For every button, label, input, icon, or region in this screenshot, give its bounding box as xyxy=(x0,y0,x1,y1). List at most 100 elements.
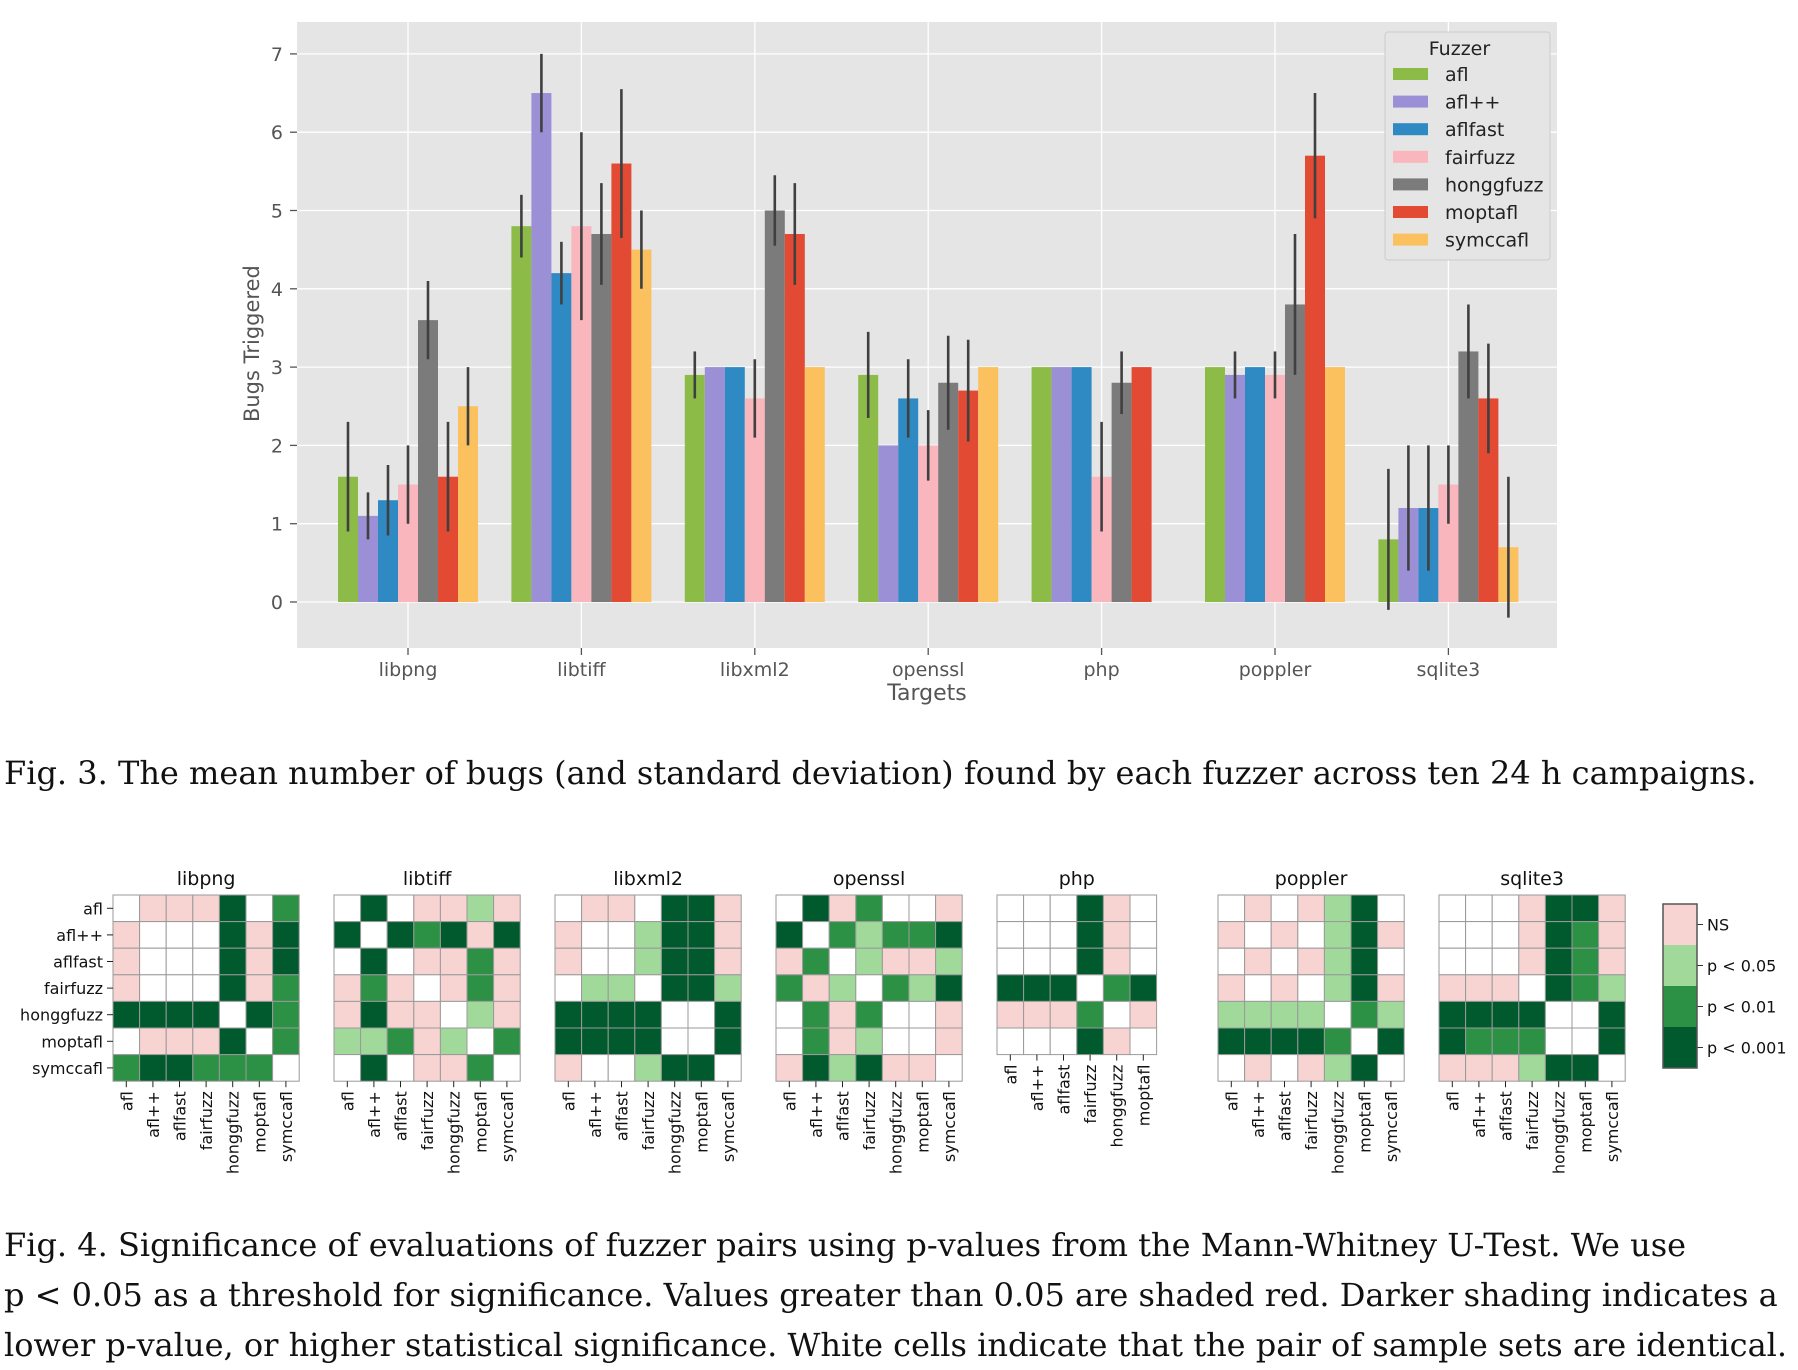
heatmap-cell xyxy=(272,894,300,923)
heatmap-cell xyxy=(908,1000,937,1029)
heatmap-cell xyxy=(1438,1000,1467,1029)
heatmap-cell xyxy=(828,947,857,976)
col-label: fairfuzz xyxy=(418,1091,437,1150)
heatmap-cell xyxy=(1491,947,1520,976)
heatmap-cell xyxy=(1076,894,1104,923)
heatmap-cell xyxy=(660,894,689,923)
heatmap-cell xyxy=(1377,1054,1405,1082)
colorbar-segment-1 xyxy=(1663,904,1697,945)
col-label: aflfast xyxy=(613,1091,632,1141)
heatmap-cell xyxy=(1491,1027,1520,1056)
legend-swatch-fairfuzz xyxy=(1393,150,1428,163)
bar-afl++-libxml2 xyxy=(704,367,725,602)
heatmap-cell xyxy=(607,1027,636,1056)
heatmap-cell xyxy=(1323,1054,1352,1082)
heatmap-cell xyxy=(1323,947,1352,976)
heatmap-cell xyxy=(466,894,495,923)
heatmap-cell xyxy=(1023,1000,1051,1029)
colorbar-border xyxy=(1662,903,1698,1069)
heatmap-cell xyxy=(165,1000,194,1029)
heatmap-cell xyxy=(775,1000,804,1029)
heatmap-cell xyxy=(828,1054,857,1082)
heatmap-cell xyxy=(1129,947,1158,976)
col-label: symccafl xyxy=(719,1091,738,1162)
heatmap-cell xyxy=(855,1000,883,1029)
bar-afl-poppler xyxy=(1205,367,1225,602)
bar-afl-php xyxy=(1031,367,1052,602)
bar-fairfuzz-libxml2 xyxy=(744,398,765,602)
heatmap-cell xyxy=(1465,1054,1493,1082)
heatmap-cell xyxy=(1377,1000,1405,1029)
heatmap-cell xyxy=(1076,1000,1104,1029)
heatmap-cell xyxy=(192,1000,220,1029)
col-label: aflfast xyxy=(392,1091,411,1141)
heatmap-cell xyxy=(413,921,441,949)
heatmap-cell xyxy=(828,894,857,923)
heatmap-cell xyxy=(1049,1027,1078,1056)
heatmap-cell xyxy=(333,921,362,949)
heatmap-cell xyxy=(493,894,521,923)
col-label: moptafl xyxy=(471,1091,490,1153)
heatmap-cell xyxy=(1297,1000,1325,1029)
heatmap-cell xyxy=(996,921,1025,949)
legend-label-aflfast: aflfast xyxy=(1445,119,1504,141)
bar-afl++-php xyxy=(1051,367,1072,602)
heatmap-cell xyxy=(112,974,141,1002)
heatmap-cell xyxy=(1217,1054,1246,1082)
col-label: symccafl xyxy=(940,1091,959,1162)
row-label: aflfast xyxy=(53,953,103,972)
heatmap-cell xyxy=(360,947,388,976)
legend-label-symccafl: symccafl xyxy=(1445,230,1529,252)
heatmap-cell xyxy=(439,1027,468,1056)
colorbar-segment-2 xyxy=(1663,945,1697,986)
heatmap-cell xyxy=(1129,1000,1158,1029)
heatmap-cell xyxy=(1518,1027,1546,1056)
bar-symccafl-openssl xyxy=(978,367,999,602)
heatmap-cell xyxy=(908,1054,937,1082)
heatmap-cell xyxy=(1049,974,1078,1002)
heatmap-cell xyxy=(493,1000,521,1029)
heatmap-cell xyxy=(714,1054,742,1082)
heatmap-cell xyxy=(660,947,689,976)
heatmap-cell xyxy=(1129,1027,1158,1056)
heatmap-cell xyxy=(493,974,521,1002)
col-label: afl xyxy=(780,1091,799,1111)
heatmap-cell xyxy=(996,894,1025,923)
heatmap-cell xyxy=(581,974,609,1002)
bar-aflfast-php xyxy=(1071,367,1092,602)
bar-symccafl-poppler xyxy=(1325,367,1345,602)
heatmap-cell xyxy=(1438,1027,1467,1056)
heatmap-cell xyxy=(1438,974,1467,1002)
heatmap-cell xyxy=(139,921,167,949)
heatmap-cell xyxy=(855,974,883,1002)
heatmap-cell xyxy=(881,947,910,976)
col-label: honggfuzz xyxy=(224,1091,243,1174)
heatmap-cell xyxy=(660,1000,689,1029)
bar-afl-libxml2 xyxy=(684,374,705,602)
heatmap-cell xyxy=(881,894,910,923)
figure-4-caption-line-1: Fig. 4. Significance of evaluations of f… xyxy=(4,1226,1687,1264)
heatmap-cell xyxy=(1297,921,1325,949)
heatmap-cell xyxy=(1270,1054,1299,1082)
col-label: afl xyxy=(338,1091,357,1111)
heatmap-cell xyxy=(1244,894,1272,923)
heatmap-cell xyxy=(581,1054,609,1082)
heatmap-cell xyxy=(1491,921,1520,949)
heatmap-cell xyxy=(908,974,937,1002)
heatmap-libtiff: libtiff afl afl++ aflfast fairfuzz honggfuzz m… xyxy=(333,868,521,1174)
heatmap-cell xyxy=(881,921,910,949)
heatmap-cell xyxy=(1049,947,1078,976)
heatmap-cell xyxy=(1270,974,1299,1002)
heatmap-cell xyxy=(1217,1027,1246,1056)
heatmap-title: libpng xyxy=(177,868,236,890)
legend-swatch-afl xyxy=(1393,68,1428,80)
heatmap-cell xyxy=(1350,1000,1379,1029)
bar-honggfuzz-libpng xyxy=(418,320,438,602)
heatmap-cell xyxy=(1270,947,1299,976)
heatmap-cell xyxy=(333,947,362,976)
heatmap-cell xyxy=(1377,1027,1405,1056)
heatmap-cell xyxy=(1491,1000,1520,1029)
heatmap-cell xyxy=(466,947,495,976)
heatmap-cell xyxy=(139,894,167,923)
heatmap-cell xyxy=(1544,947,1573,976)
